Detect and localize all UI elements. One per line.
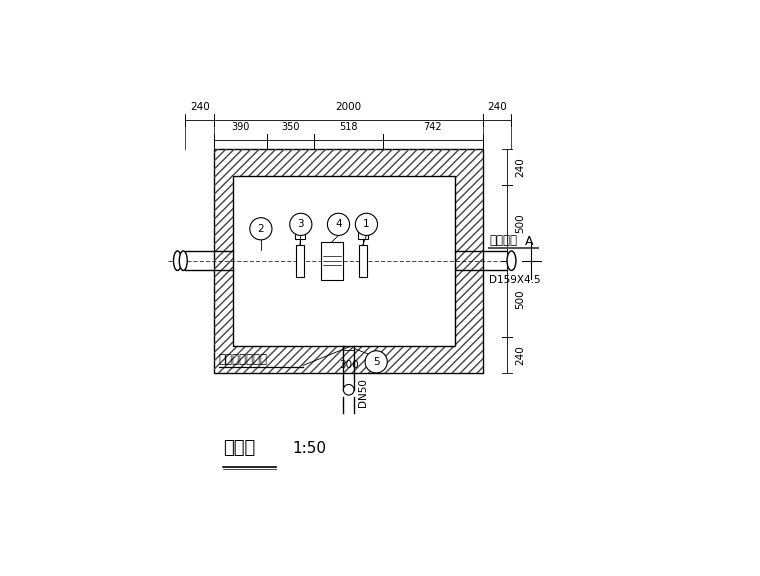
Text: 1: 1 bbox=[363, 219, 370, 229]
Text: A: A bbox=[525, 236, 534, 248]
Bar bbox=[359, 245, 367, 276]
Text: 2: 2 bbox=[258, 224, 264, 234]
Text: 2000: 2000 bbox=[335, 102, 362, 112]
Text: D159X4.5: D159X4.5 bbox=[489, 275, 541, 285]
Circle shape bbox=[344, 384, 354, 395]
Ellipse shape bbox=[507, 251, 516, 271]
Bar bbox=[296, 245, 304, 276]
Text: 500: 500 bbox=[515, 213, 525, 233]
Text: 4: 4 bbox=[335, 219, 342, 229]
Text: 240: 240 bbox=[487, 102, 507, 112]
Bar bbox=[321, 242, 343, 279]
Text: 350: 350 bbox=[281, 122, 299, 132]
Circle shape bbox=[356, 213, 378, 236]
Text: 300: 300 bbox=[339, 359, 359, 370]
Text: 240: 240 bbox=[190, 102, 210, 112]
Text: 平面图: 平面图 bbox=[223, 439, 255, 457]
Circle shape bbox=[328, 213, 350, 236]
Text: 1:50: 1:50 bbox=[292, 441, 326, 456]
Text: 240: 240 bbox=[515, 345, 525, 365]
Bar bbox=[295, 230, 306, 238]
Text: 就近排入检查井: 就近排入检查井 bbox=[219, 353, 268, 366]
Bar bbox=[214, 149, 483, 373]
Circle shape bbox=[290, 213, 312, 236]
Bar bbox=[214, 149, 483, 373]
Text: 518: 518 bbox=[339, 122, 358, 132]
Bar bbox=[233, 176, 455, 346]
Ellipse shape bbox=[173, 251, 182, 271]
Text: 500: 500 bbox=[515, 289, 525, 309]
Text: 至配水井: 至配水井 bbox=[489, 234, 518, 248]
Circle shape bbox=[365, 351, 388, 373]
Bar bbox=[357, 230, 368, 238]
Text: 3: 3 bbox=[297, 219, 304, 229]
Text: 742: 742 bbox=[423, 122, 442, 132]
Text: 240: 240 bbox=[515, 157, 525, 177]
Circle shape bbox=[250, 218, 272, 240]
Text: DN50: DN50 bbox=[359, 378, 369, 407]
Ellipse shape bbox=[179, 251, 187, 271]
Text: 5: 5 bbox=[373, 357, 379, 367]
Text: 390: 390 bbox=[231, 122, 249, 132]
